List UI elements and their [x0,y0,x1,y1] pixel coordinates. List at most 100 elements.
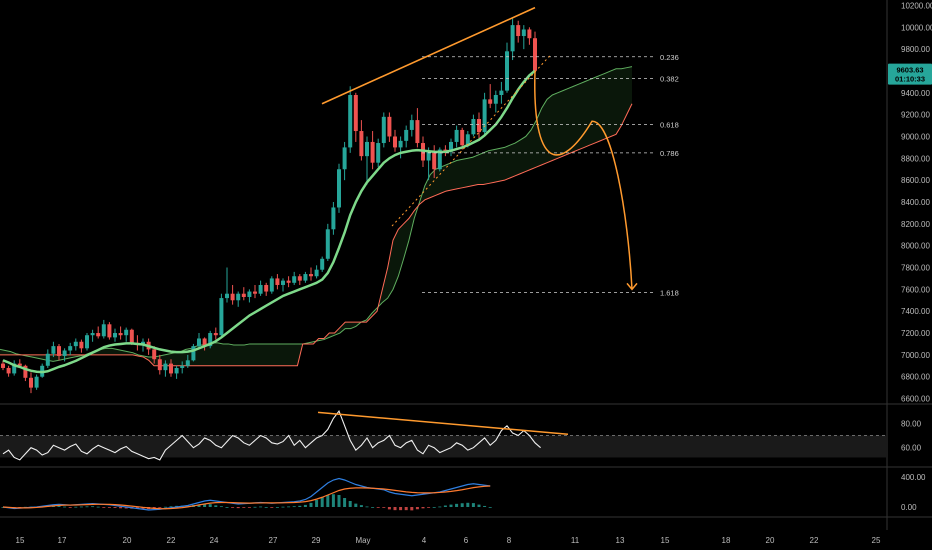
macd-histogram-bar [432,507,436,508]
candle-body [213,333,218,336]
macd-histogram-bar [399,507,403,511]
macd-histogram-bar [421,507,425,509]
candle-body [107,324,112,338]
time-tick-label: 27 [269,536,278,545]
candle-body [471,119,476,135]
macd-signal-line [2,485,491,510]
candle-body [169,363,173,374]
price-tag-box [888,63,932,85]
price-tick-label: 9800.00 [901,45,930,54]
macd-histogram-bar [247,507,251,508]
candle-body [23,365,28,378]
fib-label: 0.786 [660,149,679,158]
rsi-tick-label: 80.00 [901,419,922,428]
ichimoku-cloud [0,66,633,367]
time-axis[interactable]: 15 17 20 22 24 27 29 May 4 6 8 11 13 15 18 20 22 25 [16,536,881,545]
candle-body [6,367,11,374]
time-tick-label: 6 [464,536,469,545]
macd-histogram-bar [208,504,212,507]
candle-body [1,363,5,368]
candle-body [482,99,487,133]
candle-body [359,131,364,157]
candle-body [129,329,134,343]
macd-histogram-bar [74,506,78,508]
candle-body [247,291,252,297]
candle-body [29,377,33,388]
candle-body [426,151,431,161]
macd-histogram-bar [225,507,229,508]
macd-histogram-bar [214,505,218,507]
macd-histogram-bar [91,506,95,508]
macd-histogram-bar [354,503,358,507]
macd-histogram-bar [303,504,307,507]
price-axis[interactable]: 10200.0010000.009800.009600.009400.00920… [901,1,932,512]
time-tick-label: 13 [616,536,625,545]
candle-body [376,143,381,163]
candle-body [510,25,515,52]
macd-histogram-bar [298,505,302,507]
candle-body [325,229,330,259]
candle-body [353,94,358,132]
candle-body [174,367,179,374]
candlesticks [1,18,537,394]
time-tick-label: 22 [810,536,819,545]
fib-label: 1.618 [660,289,679,298]
projection-arrowhead [626,282,638,291]
time-tick-label: 15 [16,536,25,545]
macd-histogram-bar [163,506,167,508]
candle-body [113,333,117,338]
fibonacci-levels: 0.236 0.382 0.618 0.786 1.618 [422,53,679,298]
fib-label: 0.382 [660,75,679,84]
macd-histogram-bar [483,505,487,507]
candle-body [499,90,504,95]
candle-body [465,134,470,146]
time-tick-label: 29 [312,536,321,545]
fib-label: 0.618 [660,120,679,129]
countdown-label: 01:10:33 [895,75,925,84]
time-tick-label: 20 [766,536,775,545]
macd-histogram-bar [57,506,61,507]
macd-histogram-bar [443,505,447,507]
candle-body [432,151,437,170]
time-tick-label: 24 [210,536,219,545]
time-tick-label: 4 [422,536,427,545]
last-price-label: 9603.63 [896,66,923,75]
macd-histogram-bar [410,507,414,511]
price-tick-label: 9400.00 [901,89,930,98]
candle-body [57,346,61,356]
time-tick-label: 20 [123,536,132,545]
macd-tick-label: 0.00 [901,503,917,512]
macd-histogram-bar [387,507,391,510]
candle-body [236,293,241,301]
macd-histogram-bar [85,506,89,508]
pane-separators [0,0,932,530]
projection-path [534,70,633,290]
candle-body [79,341,84,349]
candle-body [34,376,39,388]
price-tick-label: 7400.00 [901,307,930,316]
price-tick-label: 7800.00 [901,264,930,273]
candle-body [398,140,403,148]
time-tick-label: 11 [571,536,580,545]
rsi-tick-label: 60.00 [901,444,922,453]
candle-body [253,291,257,294]
macd-histogram-bar [337,495,341,507]
price-tick-label: 6800.00 [901,373,930,382]
time-tick-label: 15 [661,536,670,545]
macd-histogram-bar [365,506,369,508]
macd-histogram-bar [382,507,386,508]
macd-histogram-bar [102,507,106,508]
macd-histogram-bar [292,506,296,508]
candle-body [370,141,375,163]
candle-body [454,129,459,142]
candle-body [230,293,235,301]
macd-histogram-bar [371,507,375,508]
macd-histogram-bar [169,506,173,508]
price-tick-label: 9000.00 [901,132,930,141]
candle-body [348,94,353,148]
macd-histogram-bar [107,507,111,508]
candle-body [17,363,22,366]
rsi-band [0,435,887,458]
